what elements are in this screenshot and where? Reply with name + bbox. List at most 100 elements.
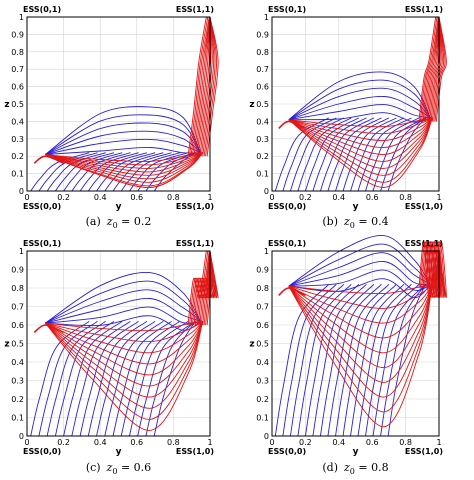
red-trajectory: [193, 16, 211, 157]
blue-trajectory: [288, 79, 431, 121]
red-trajectory: [45, 321, 204, 387]
red-trajectory: [190, 16, 210, 157]
plot-frame: [271, 16, 440, 192]
x-tick-label: 0.4: [94, 438, 107, 447]
y-tick-label: 0.6: [256, 83, 269, 92]
y-tick-label: 0: [264, 187, 269, 196]
red-trajectory: [44, 321, 204, 409]
red-trajectory: [288, 117, 433, 176]
red-trajectory: [288, 284, 433, 354]
x-tick-label: 0.4: [332, 193, 345, 202]
blue-trajectory: [387, 284, 427, 437]
red-trajectory: [45, 152, 204, 183]
blue-trajectory: [387, 117, 426, 192]
x-tick-label: 0.6: [130, 193, 143, 202]
red-trajectory: [196, 16, 211, 157]
y-tick-label: 0.8: [256, 284, 269, 293]
blue-trajectory: [104, 152, 164, 192]
y-tick-label: 0.8: [256, 48, 269, 57]
red-trajectory: [45, 321, 204, 398]
y-tick-label: 0.7: [11, 65, 24, 74]
y-tick-label: 0.6: [11, 83, 24, 92]
blue-trajectory: [129, 320, 189, 437]
x-tick-label: 0: [24, 193, 29, 202]
red-trajectory: [288, 117, 433, 188]
blue-trajectory: [274, 283, 330, 437]
red-trajectory: [422, 16, 440, 122]
red-trajectory: [421, 16, 439, 122]
y-tick-label: 0.8: [11, 48, 24, 57]
trajectory-group: [274, 235, 447, 437]
blue-trajectory: [45, 272, 202, 324]
red-trajectory: [45, 320, 203, 343]
red-trajectory: [278, 287, 306, 297]
chart-panel-4: 0 0.2 0.4 0.6 0.8 1 0 0.1 0.2 0.3 0.4 0.5 0.6 0.7 0.8 0…: [249, 235, 447, 476]
blue-trajectory: [288, 104, 431, 121]
blue-trajectory: [288, 269, 431, 291]
y-tick-label: 0.7: [256, 303, 269, 312]
y-tick-label: 0.4: [256, 117, 269, 126]
blue-trajectory: [71, 320, 131, 437]
blue-trajectory: [365, 117, 420, 192]
x-tick-label: 0.4: [332, 438, 345, 447]
red-trajectory: [194, 16, 211, 157]
red-trajectory: [288, 284, 433, 413]
y-axis-label: z: [4, 340, 9, 350]
red-trajectory: [45, 152, 204, 188]
y-tick-label: 0.2: [11, 152, 24, 161]
x-tick-label: 0: [269, 193, 274, 202]
panel-caption: (b) z0 = 0.4: [322, 215, 388, 230]
red-trajectory: [423, 16, 440, 122]
blue-trajectory: [342, 117, 397, 192]
x-tick-label: 1: [436, 438, 441, 447]
red-trajectory: [434, 16, 446, 122]
blue-trajectory: [297, 283, 352, 437]
red-trajectory: [288, 117, 433, 135]
red-trajectory: [45, 152, 203, 176]
ess-0-1-label: ESS(0,1): [268, 239, 306, 248]
x-tick-label: 0: [269, 438, 274, 447]
red-trajectory: [426, 16, 440, 122]
trajectory-group: [274, 16, 447, 192]
ess-0-0-label: ESS(0,0): [23, 447, 61, 456]
red-trajectory: [191, 16, 211, 157]
blue-trajectory: [350, 283, 405, 437]
x-tick-label: 0.8: [167, 438, 180, 447]
blue-trajectory: [63, 320, 123, 437]
y-tick-label: 0.6: [256, 321, 269, 330]
x-tick-label: 1: [207, 438, 212, 447]
x-tick-label: 0.2: [57, 438, 70, 447]
y-tick-label: 0.3: [256, 377, 269, 386]
ess-0-1-label: ESS(0,1): [23, 239, 61, 248]
y-tick-label: 0.3: [11, 377, 24, 386]
plot-frame: [26, 16, 211, 192]
red-trajectory: [189, 16, 209, 157]
ess-1-1-label: ESS(1,1): [405, 239, 443, 248]
ess-1-0-label: ESS(1,0): [405, 202, 443, 211]
blue-trajectory: [153, 321, 196, 437]
ess-0-1-label: ESS(0,1): [23, 5, 61, 14]
blue-trajectory: [319, 117, 375, 192]
blue-trajectory: [319, 283, 375, 437]
x-tick-label: 0.2: [299, 193, 312, 202]
blue-trajectory: [288, 252, 431, 287]
y-tick-label: 0: [19, 432, 24, 441]
x-axis-label: y: [116, 202, 122, 212]
trajectory-group: [30, 250, 219, 437]
y-tick-label: 0.1: [11, 170, 24, 179]
blue-trajectory: [45, 106, 202, 155]
y-tick-label: 0.9: [11, 30, 24, 39]
x-tick-label: 0.6: [366, 438, 379, 447]
ess-1-0-label: ESS(1,0): [176, 447, 214, 456]
blue-trajectory: [129, 152, 189, 192]
ess-0-0-label: ESS(0,0): [268, 202, 306, 211]
trajectory-group: [30, 16, 219, 192]
y-tick-label: 0.6: [11, 321, 24, 330]
red-trajectory: [288, 284, 433, 383]
y-tick-label: 0.2: [256, 152, 269, 161]
blue-trajectory: [380, 117, 426, 192]
x-tick-label: 0.8: [167, 193, 180, 202]
panel-caption: (d) z0 = 0.8: [322, 461, 388, 476]
x-tick-label: 0.8: [399, 438, 412, 447]
